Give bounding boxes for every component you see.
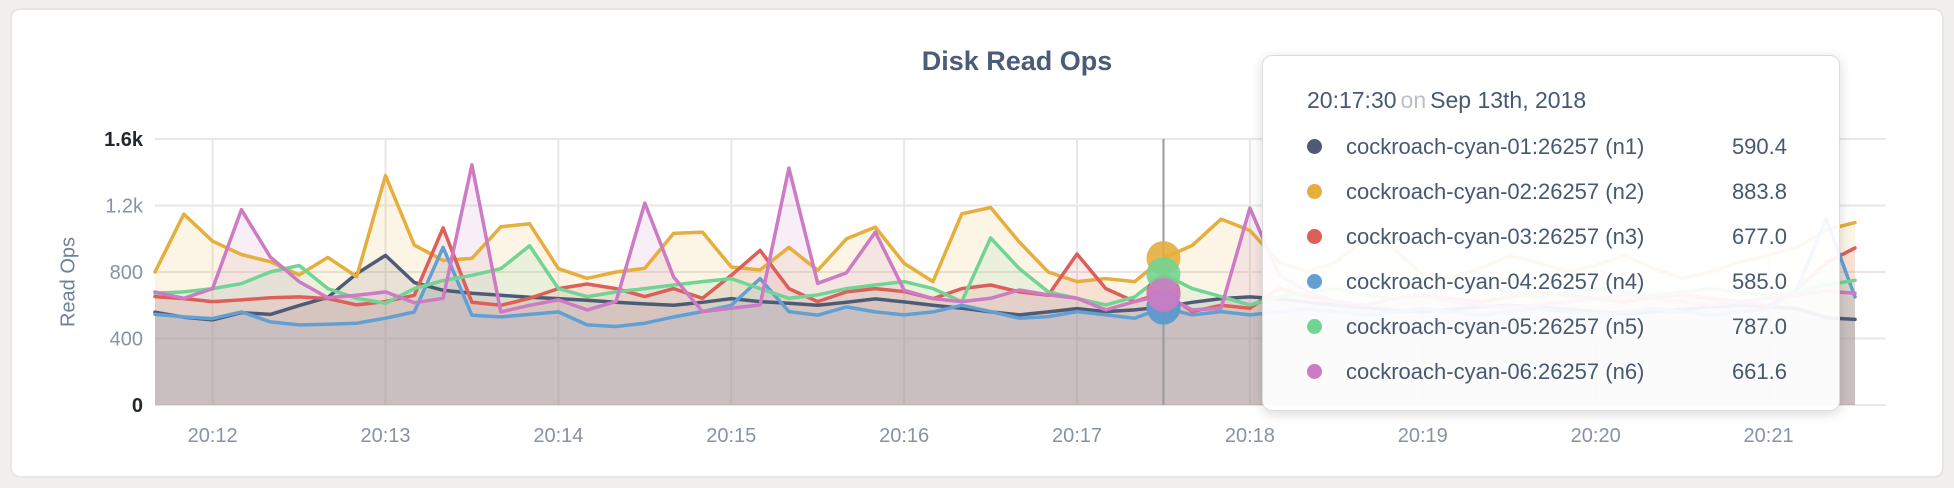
tooltip-row: cockroach-cyan-01:26257 (n1) 590.4 xyxy=(1307,124,1787,169)
tooltip-row: cockroach-cyan-06:26257 (n6) 661.6 xyxy=(1307,349,1787,394)
tooltip-rows: cockroach-cyan-01:26257 (n1) 590.4 cockroa… xyxy=(1307,124,1787,394)
hover-dot-n6 xyxy=(1146,278,1181,313)
series-color-dot xyxy=(1307,274,1322,289)
series-color-dot xyxy=(1307,319,1322,334)
series-value: 883.8 xyxy=(1731,178,1787,204)
x-tick-label: 20:21 xyxy=(1744,425,1794,447)
chart-title: Disk Read Ops xyxy=(921,46,1113,76)
x-tick-label: 20:20 xyxy=(1571,425,1621,447)
series-color-dot xyxy=(1307,139,1322,154)
tooltip-row: cockroach-cyan-05:26257 (n5) 787.0 xyxy=(1307,304,1787,349)
tooltip-row: cockroach-cyan-02:26257 (n2) 883.8 xyxy=(1307,169,1787,214)
series-value: 590.4 xyxy=(1731,133,1787,159)
series-value: 677.0 xyxy=(1731,223,1787,249)
y-tick-label: 0 xyxy=(132,395,143,417)
hover-tooltip: 20:17:30 on Sep 13th, 2018 cockroach-cyan-… xyxy=(1262,55,1840,411)
series-name: cockroach-cyan-03:26257 (n3) xyxy=(1346,223,1645,249)
hover-dots xyxy=(1146,241,1181,325)
x-tick-label: 20:15 xyxy=(706,425,756,447)
series-name: cockroach-cyan-05:26257 (n5) xyxy=(1346,313,1645,339)
x-tick-label: 20:19 xyxy=(1398,425,1448,447)
series-color-dot xyxy=(1307,364,1322,379)
x-tick-label: 20:14 xyxy=(533,425,583,447)
series-name: cockroach-cyan-02:26257 (n2) xyxy=(1346,178,1645,204)
series-color-dot xyxy=(1307,184,1322,199)
x-tick-label: 20:12 xyxy=(188,425,238,447)
y-tick-label: 400 xyxy=(110,329,143,351)
series-name: cockroach-cyan-01:26257 (n1) xyxy=(1346,133,1645,159)
series-name: cockroach-cyan-06:26257 (n6) xyxy=(1346,358,1645,384)
tooltip-row: cockroach-cyan-03:26257 (n3) 677.0 xyxy=(1307,214,1787,259)
series-color-dot xyxy=(1307,229,1322,244)
tooltip-row: cockroach-cyan-04:26257 (n4) 585.0 xyxy=(1307,259,1787,304)
series-value: 585.0 xyxy=(1731,268,1787,294)
axis-tick-labels: 0 400 800 1.2k 1.6k 20:12 20:13 20:14 20:15 20:16… xyxy=(104,129,1794,447)
x-tick-label: 20:13 xyxy=(360,425,410,447)
y-tick-label: 1.6k xyxy=(104,129,144,151)
series-value: 661.6 xyxy=(1731,358,1787,384)
tooltip-title: 20:17:30 on Sep 13th, 2018 xyxy=(1307,82,1787,118)
tooltip-conjunction: on xyxy=(1400,87,1427,113)
x-tick-label: 20:18 xyxy=(1225,425,1275,447)
y-tick-label: 800 xyxy=(110,262,143,284)
series-name: cockroach-cyan-04:26257 (n4) xyxy=(1346,268,1645,294)
tooltip-time: 20:17:30 xyxy=(1307,87,1397,113)
x-tick-label: 20:16 xyxy=(879,425,929,447)
y-tick-label: 1.2k xyxy=(105,196,144,218)
x-tick-label: 20:17 xyxy=(1052,425,1102,447)
tooltip-date: Sep 13th, 2018 xyxy=(1430,87,1587,113)
series-value: 787.0 xyxy=(1731,313,1787,339)
